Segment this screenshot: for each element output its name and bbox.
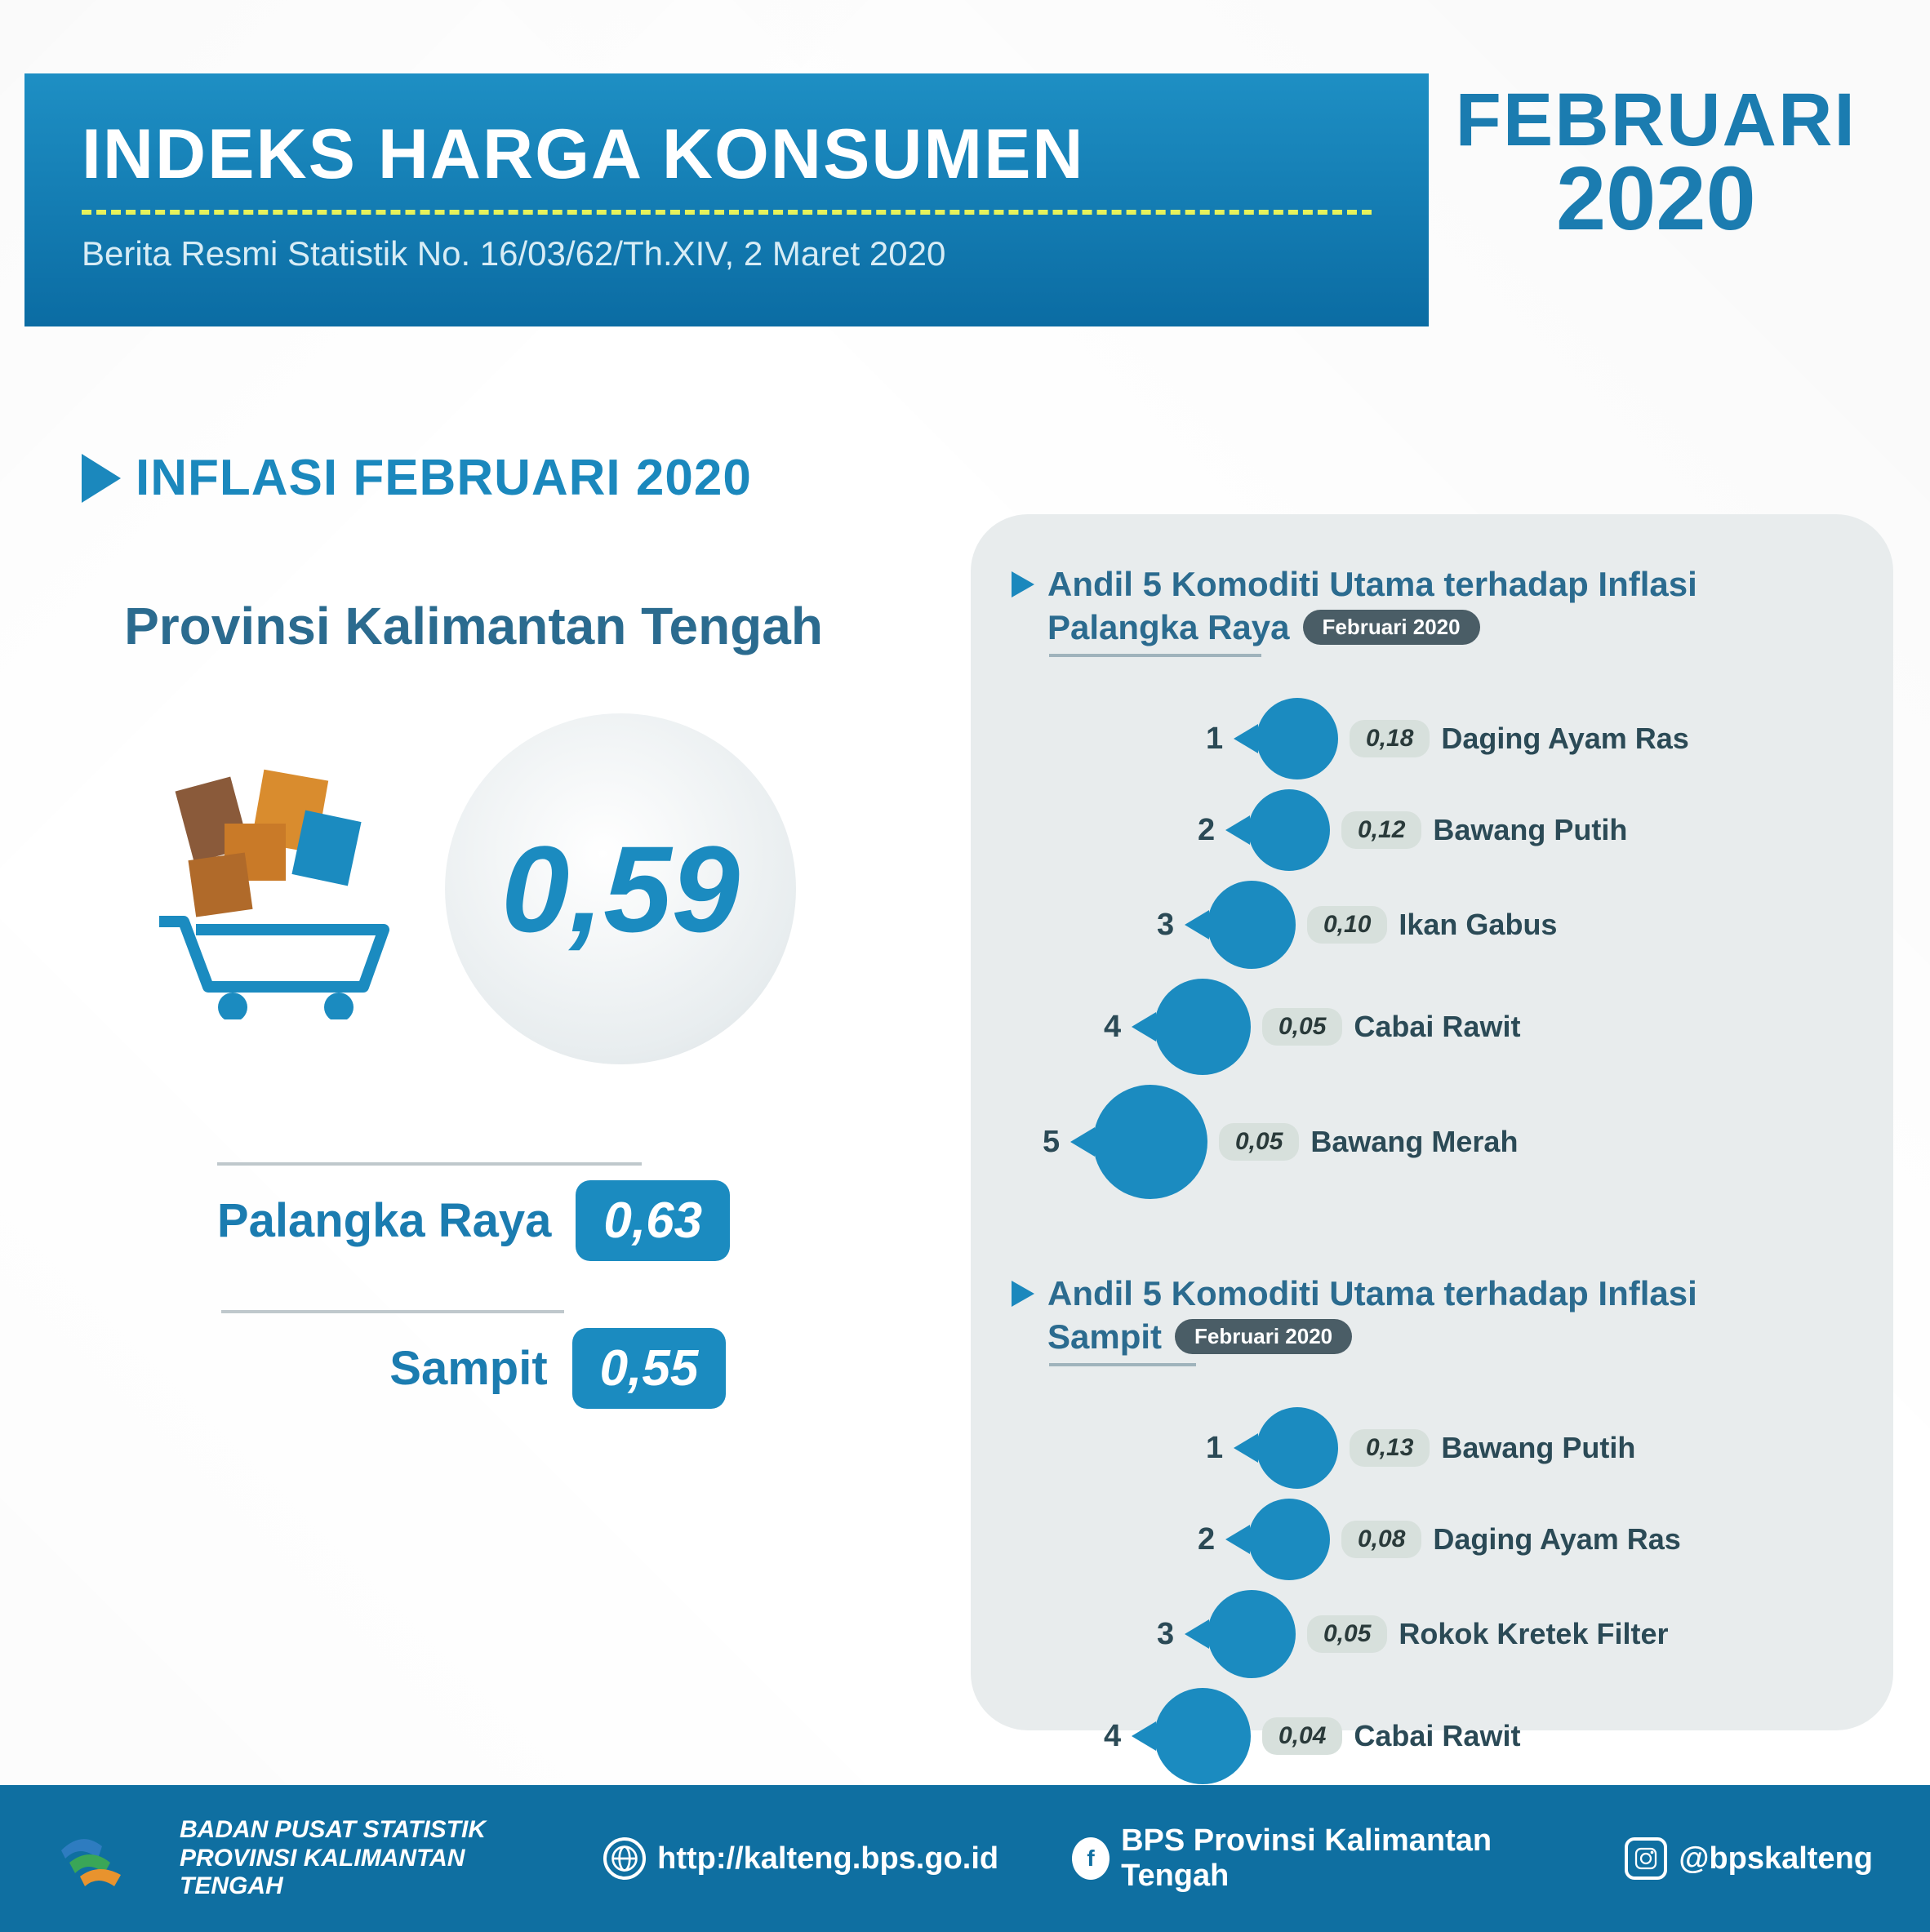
city-divider <box>221 1310 564 1313</box>
footer-bar: BADAN PUSAT STATISTIK PROVINSI KALIMANTA… <box>0 1785 1930 1932</box>
province-main-row: 0,59 <box>24 713 923 1064</box>
commodity-rank: 4 <box>1104 1719 1121 1754</box>
commodity-value: 0,04 <box>1262 1717 1342 1755</box>
commodity-city: Palangka Raya <box>1047 606 1290 650</box>
commodity-rank: 4 <box>1104 1010 1121 1045</box>
right-panel: Andil 5 Komoditi Utama terhadap Inflasi … <box>971 514 1893 1730</box>
commodity-bubble-icon <box>1256 1407 1338 1489</box>
commodity-title: Andil 5 Komoditi Utama terhadap Inflasi <box>1047 1272 1697 1316</box>
commodity-name: Cabai Rawit <box>1354 1010 1520 1044</box>
commodity-bubble-icon <box>1154 1688 1251 1784</box>
commodity-rank: 3 <box>1157 908 1174 943</box>
play-icon <box>82 454 121 503</box>
commodity-rank: 2 <box>1198 813 1215 848</box>
commodity-name: Bawang Putih <box>1441 1431 1635 1465</box>
commodity-value: 0,13 <box>1350 1429 1430 1467</box>
globe-icon <box>603 1837 646 1880</box>
commodity-item: 1 0,18 Daging Ayam Ras <box>1256 698 1852 779</box>
commodity-rank: 2 <box>1198 1522 1215 1557</box>
commodity-item: 2 0,12 Bawang Putih <box>1248 789 1852 871</box>
instagram-icon <box>1625 1837 1667 1880</box>
section-heading: INFLASI FEBRUARI 2020 <box>82 449 752 507</box>
commodity-panel-palangkaraya: Andil 5 Komoditi Utama terhadap Inflasi … <box>1012 563 1852 1199</box>
commodity-name: Rokok Kretek Filter <box>1399 1617 1668 1651</box>
city-name: Palangka Raya <box>217 1193 551 1248</box>
play-icon <box>1012 1281 1034 1307</box>
commodity-city: Sampit <box>1047 1316 1162 1359</box>
header-subtitle: Berita Resmi Statistik No. 16/03/62/Th.X… <box>82 234 1372 273</box>
city-list: Palangka Raya 0,63 Sampit 0,55 <box>24 1162 923 1409</box>
footer-website: http://kalteng.bps.go.id <box>657 1841 998 1876</box>
header-title: INDEKS HARGA KONSUMEN <box>82 114 1372 195</box>
commodity-header: Andil 5 Komoditi Utama terhadap Inflasi … <box>1012 563 1852 657</box>
underline <box>1049 1363 1196 1366</box>
commodity-bubble-icon <box>1093 1085 1207 1199</box>
commodity-list: 1 0,18 Daging Ayam Ras 2 0,12 Bawang Put… <box>1012 698 1852 1199</box>
commodity-bubble-icon <box>1154 979 1251 1075</box>
commodity-item: 1 0,13 Bawang Putih <box>1256 1407 1852 1489</box>
commodity-name: Daging Ayam Ras <box>1441 722 1688 756</box>
commodity-value: 0,05 <box>1307 1615 1387 1653</box>
commodity-name: Cabai Rawit <box>1354 1719 1520 1753</box>
commodity-bubble-icon <box>1248 1499 1330 1580</box>
footer-org-line2: PROVINSI KALIMANTAN TENGAH <box>180 1845 530 1901</box>
period-pill: Februari 2020 <box>1303 610 1480 645</box>
header-banner: INDEKS HARGA KONSUMEN Berita Resmi Stati… <box>24 73 1429 326</box>
play-icon <box>1012 571 1034 597</box>
left-panel: Provinsi Kalimantan Tengah 0,59 Palangka… <box>24 571 923 1673</box>
commodity-rank: 1 <box>1206 1431 1223 1466</box>
commodity-item: 2 0,08 Daging Ayam Ras <box>1248 1499 1852 1580</box>
period-pill: Februari 2020 <box>1175 1319 1352 1354</box>
commodity-item: 4 0,04 Cabai Rawit <box>1154 1688 1852 1784</box>
province-value: 0,59 <box>501 819 740 960</box>
city-row: Palangka Raya 0,63 <box>217 1162 730 1261</box>
city-row: Sampit 0,55 <box>221 1310 727 1409</box>
period-box: FEBRUARI 2020 <box>1456 78 1857 251</box>
commodity-header: Andil 5 Komoditi Utama terhadap Inflasi … <box>1012 1272 1852 1366</box>
commodity-bubble-icon <box>1256 698 1338 779</box>
footer-facebook: BPS Provinsi Kalimantan Tengah <box>1121 1823 1551 1894</box>
commodity-rank: 3 <box>1157 1617 1174 1652</box>
commodity-title: Andil 5 Komoditi Utama terhadap Inflasi <box>1047 563 1697 606</box>
commodity-bubble-icon <box>1207 881 1296 969</box>
section-title: INFLASI FEBRUARI 2020 <box>136 449 752 507</box>
commodity-value: 0,12 <box>1341 811 1421 849</box>
city-name: Sampit <box>221 1341 548 1396</box>
footer-instagram-group: @bpskalteng <box>1625 1837 1873 1880</box>
province-label: Provinsi Kalimantan Tengah <box>24 596 923 656</box>
commodity-item: 3 0,10 Ikan Gabus <box>1207 881 1852 969</box>
footer-website-group: http://kalteng.bps.go.id <box>603 1837 998 1880</box>
commodity-value: 0,08 <box>1341 1521 1421 1558</box>
commodity-bubble-icon <box>1248 789 1330 871</box>
footer-instagram: @bpskalteng <box>1679 1841 1873 1876</box>
commodity-value: 0,18 <box>1350 720 1430 757</box>
footer-org-line1: BADAN PUSAT STATISTIK <box>180 1816 530 1845</box>
facebook-icon: f <box>1072 1837 1110 1880</box>
commodity-item: 4 0,05 Cabai Rawit <box>1154 979 1852 1075</box>
commodity-name: Ikan Gabus <box>1399 908 1557 942</box>
commodity-rank: 1 <box>1206 722 1223 757</box>
bps-logo-icon <box>57 1822 139 1895</box>
city-divider <box>217 1162 642 1166</box>
commodity-rank: 5 <box>1043 1125 1060 1160</box>
commodity-name: Daging Ayam Ras <box>1433 1522 1680 1557</box>
commodity-value: 0,05 <box>1262 1008 1342 1046</box>
city-value-badge: 0,63 <box>576 1180 730 1261</box>
commodity-value: 0,10 <box>1307 906 1387 944</box>
city-value-badge: 0,55 <box>572 1328 727 1409</box>
commodity-name: Bawang Merah <box>1310 1125 1518 1159</box>
underline <box>1049 654 1261 657</box>
commodity-name: Bawang Putih <box>1433 813 1627 847</box>
commodity-item: 5 0,05 Bawang Merah <box>1093 1085 1852 1199</box>
footer-org: BADAN PUSAT STATISTIK PROVINSI KALIMANTA… <box>180 1816 530 1901</box>
commodity-value: 0,05 <box>1219 1123 1299 1161</box>
province-value-circle: 0,59 <box>445 713 796 1064</box>
shopping-cart-icon <box>151 758 412 1019</box>
footer-facebook-group: f BPS Provinsi Kalimantan Tengah <box>1072 1823 1551 1894</box>
commodity-item: 3 0,05 Rokok Kretek Filter <box>1207 1590 1852 1678</box>
commodity-bubble-icon <box>1207 1590 1296 1678</box>
dashed-divider <box>82 210 1372 215</box>
